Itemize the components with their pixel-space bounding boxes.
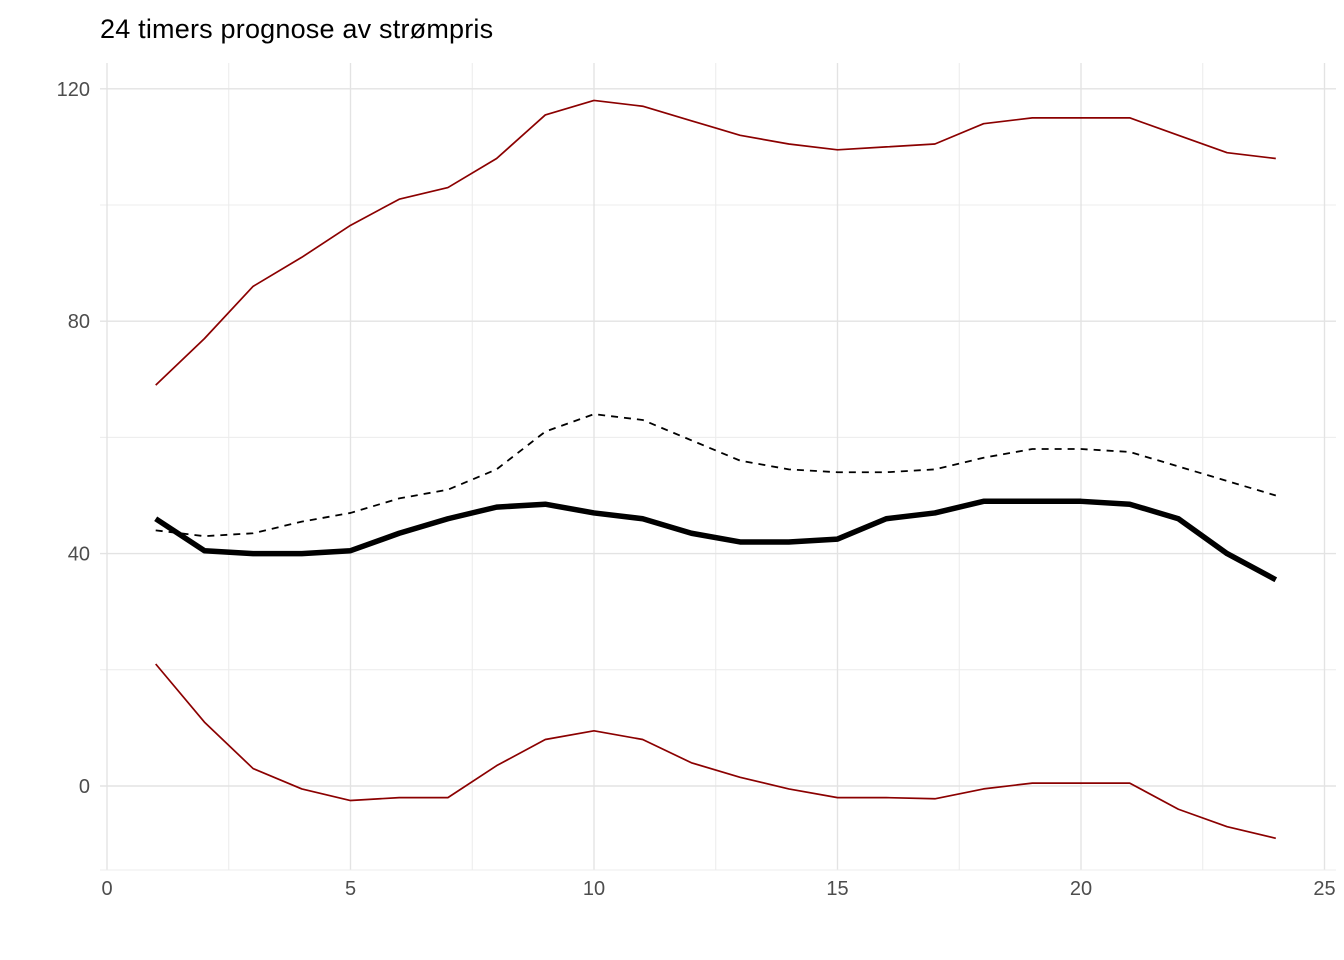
x-axis-tick-label: 20 [1070, 878, 1092, 900]
y-axis-tick-label: 80 [68, 311, 90, 333]
y-axis-tick-label: 40 [68, 544, 90, 566]
x-axis-tick-label: 5 [345, 878, 356, 900]
x-axis-tick-label: 0 [101, 878, 112, 900]
x-axis-tick-label: 15 [826, 878, 848, 900]
y-axis-tick-label: 0 [79, 776, 90, 798]
x-axis-tick-label: 10 [583, 878, 605, 900]
x-axis-tick-label: 25 [1313, 878, 1335, 900]
series-upper-interval-bound-line [155, 99, 1276, 386]
chart-title: 24 timers prognose av strømpris [100, 14, 494, 44]
y-axis-tick-label: 120 [57, 79, 90, 101]
series-lower-interval-bound-line [155, 663, 1276, 840]
series-forecast-thick-line [154, 498, 1278, 583]
